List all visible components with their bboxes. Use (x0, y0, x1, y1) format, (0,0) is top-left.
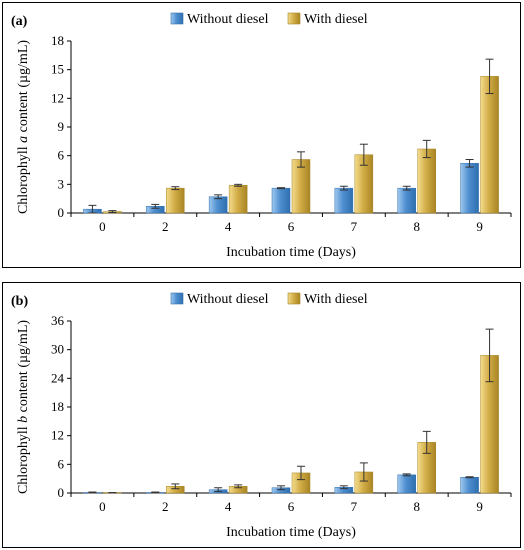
bar-without-diesel (334, 187, 354, 214)
error-bar-without-diesel (277, 187, 285, 190)
x-tick-label: 4 (225, 499, 232, 514)
error-bar-with-diesel (297, 151, 305, 168)
panel-label: (a) (11, 14, 28, 29)
error-bar-without-diesel (88, 204, 97, 214)
error-bar-without-diesel (151, 203, 160, 209)
y-tick-label: 6 (58, 456, 65, 471)
x-tick-label: 0 (99, 499, 106, 514)
error-bar-with-diesel (359, 462, 368, 482)
chart-panel-a: (a) Without diesel With diesel 0 3 6 9 12 15 18 0 2… (2, 2, 521, 268)
x-tick-label: 7 (351, 499, 358, 514)
legend-label-with-diesel: With diesel (304, 292, 368, 307)
panel-label: (b) (11, 294, 28, 309)
error-bar-without-diesel (465, 158, 474, 168)
x-tick-label: 2 (162, 499, 169, 514)
legend: Without diesel With diesel (170, 292, 368, 307)
y-tick-label: 0 (58, 485, 65, 500)
error-bar-without-diesel (214, 487, 223, 493)
y-tick-label: 36 (51, 313, 65, 328)
chart-a-svg: (a) Without diesel With diesel 0 3 6 9 12 15 18 0 2… (11, 12, 512, 260)
legend-swatch-with-diesel (287, 12, 301, 25)
error-bar-with-diesel (422, 430, 431, 454)
error-bar-without-diesel (151, 491, 160, 494)
y-tick-label: 15 (51, 62, 64, 77)
bar-with-diesel (228, 185, 248, 214)
x-tick-label: 7 (351, 219, 358, 234)
bar-without-diesel (460, 476, 479, 494)
y-tick-label: 24 (51, 370, 65, 385)
x-tick-label: 6 (288, 499, 295, 514)
error-bar-without-diesel (465, 476, 474, 479)
error-bar-with-diesel (422, 139, 431, 159)
bar-without-diesel (208, 196, 228, 214)
y-tick-label: 12 (51, 90, 64, 105)
legend-swatch-without-diesel (170, 12, 184, 25)
y-tick-label: 0 (58, 205, 65, 220)
error-bar-with-diesel (297, 465, 305, 481)
legend-swatch-with-diesel (287, 292, 301, 305)
bar-without-diesel (271, 187, 291, 214)
error-bar-with-diesel (485, 328, 494, 383)
x-tick-label: 8 (413, 499, 420, 514)
legend-label-without-diesel: Without diesel (187, 292, 269, 307)
error-bar-with-diesel (171, 483, 180, 490)
legend: Without diesel With diesel (170, 12, 368, 27)
bar-with-diesel (166, 187, 185, 214)
error-bar-without-diesel (339, 485, 348, 490)
error-bar-without-diesel (402, 473, 411, 477)
y-tick-label: 18 (51, 399, 64, 414)
error-bar-with-diesel (485, 58, 494, 95)
y-tick-label: 12 (51, 428, 64, 443)
y-tick-label: 6 (58, 148, 65, 163)
bar-without-diesel (397, 187, 416, 214)
error-bar-without-diesel (88, 491, 97, 494)
x-axis-title: Incubation time (Days) (226, 245, 356, 260)
bar-without-diesel (460, 163, 479, 214)
bar-with-diesel (480, 76, 499, 214)
x-tick-label: 9 (476, 499, 483, 514)
error-bar-without-diesel (402, 185, 411, 191)
y-axis-title: Chlorophyll b content (µg/mL) (16, 320, 31, 494)
error-bar-with-diesel (234, 484, 243, 489)
y-axis-title: Chlorophyll a content (µg/mL) (16, 40, 31, 214)
error-bar-with-diesel (234, 183, 243, 187)
error-bar-with-diesel (171, 186, 180, 191)
error-bar-without-diesel (339, 185, 348, 191)
error-bar-with-diesel (359, 143, 368, 166)
chart-b-svg: (b) Without diesel With diesel061218243036… (11, 292, 512, 540)
legend-label-with-diesel: With diesel (304, 12, 368, 27)
bar-without-diesel (397, 474, 416, 494)
x-tick-label: 2 (162, 219, 169, 234)
error-bar-without-diesel (277, 485, 285, 491)
x-tick-label: 4 (225, 219, 232, 234)
chart-panel-b: (b) Without diesel With diesel 0 6 12 18 24 30 36… (2, 282, 521, 548)
x-tick-label: 0 (99, 219, 106, 234)
x-axis-title: Incubation time (Days) (226, 525, 356, 540)
legend-swatch-without-diesel (170, 292, 184, 305)
legend-label-without-diesel: Without diesel (187, 12, 269, 27)
x-tick-label: 9 (476, 219, 483, 234)
y-tick-label: 30 (51, 342, 64, 357)
y-tick-label: 3 (58, 176, 65, 191)
error-bar-with-diesel (108, 210, 117, 214)
x-tick-label: 6 (288, 219, 295, 234)
y-tick-label: 18 (51, 33, 64, 48)
error-bar-without-diesel (214, 194, 223, 200)
bar-with-diesel (417, 148, 436, 214)
x-tick-label: 8 (413, 219, 420, 234)
y-tick-label: 9 (58, 119, 65, 134)
